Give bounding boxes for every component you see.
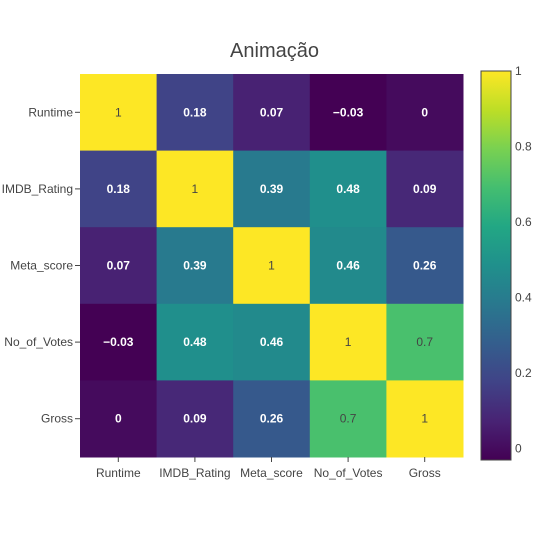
- chart-title: Animação: [230, 40, 319, 62]
- x-tick-label: No_of_Votes: [314, 466, 383, 480]
- cell-value-label: 1: [115, 105, 122, 119]
- cell-value-label: 0: [421, 105, 428, 119]
- heatmap-cell: [309, 74, 387, 152]
- cell-value-label: 0.39: [260, 182, 284, 196]
- cell-value-label: 0.7: [340, 412, 357, 426]
- heatmap-cell: [386, 74, 464, 152]
- y-tick-label: Runtime: [28, 105, 73, 119]
- heatmap-cell: [233, 303, 311, 381]
- heatmap-cell: [386, 303, 464, 381]
- heatmap-cell: [80, 227, 158, 305]
- y-tick-label: IMDB_Rating: [2, 182, 73, 196]
- heatmap-cell: [309, 303, 387, 381]
- colorbar-tick-label: 0.4: [515, 291, 532, 305]
- heatmap-cell: [233, 380, 311, 458]
- heatmap-cell: [233, 150, 311, 228]
- cell-value-label: 0.18: [107, 182, 131, 196]
- colorbar-tick-label: 1: [515, 64, 522, 78]
- x-tick-label: Gross: [409, 466, 441, 480]
- cell-value-label: 0: [115, 412, 122, 426]
- heatmap-cells: 1 0.18 0.07 −0.03 0 0.18 1 0.39 0.48 0.09 0.07 0.39…: [80, 74, 464, 458]
- heatmap-cell: [80, 150, 158, 228]
- heatmap-cell: [80, 303, 158, 381]
- cell-value-label: 0.46: [336, 259, 360, 273]
- cell-value-label: 0.09: [183, 412, 207, 426]
- x-tick-label: Meta_score: [240, 466, 303, 480]
- heatmap-cell: [386, 380, 464, 458]
- heatmap-cell: [386, 150, 464, 228]
- colorbar: 0 0.2 0.4 0.6 0.8 1: [480, 64, 532, 461]
- y-tick-label: Meta_score: [10, 259, 73, 273]
- cell-value-label: 0.48: [183, 335, 207, 349]
- cell-value-label: 0.09: [413, 182, 437, 196]
- cell-value-label: 0.46: [260, 335, 284, 349]
- x-tick-label: IMDB_Rating: [159, 466, 230, 480]
- y-tick-label: Gross: [41, 412, 73, 426]
- colorbar-tick-label: 0.8: [515, 140, 532, 154]
- cell-value-label: 0.48: [336, 182, 360, 196]
- cell-value-label: 0.07: [260, 105, 284, 119]
- heatmap-cell: [233, 227, 311, 305]
- heatmap-cell: [80, 380, 158, 458]
- colorbar-tick-label: 0.6: [515, 215, 532, 229]
- cell-value-label: 1: [192, 182, 199, 196]
- heatmap-cell: [156, 380, 234, 458]
- cell-value-label: 0.7: [416, 335, 433, 349]
- heatmap-cell: [309, 227, 387, 305]
- y-tick-label: No_of_Votes: [4, 335, 73, 349]
- colorbar-gradient: [480, 70, 512, 461]
- heatmap-cell: [386, 227, 464, 305]
- colorbar-tick-label: 0: [515, 442, 522, 456]
- heatmap-cell: [309, 380, 387, 458]
- cell-value-label: 0.07: [107, 259, 131, 273]
- x-tick-label: Runtime: [96, 466, 141, 480]
- heatmap-cell: [156, 74, 234, 152]
- heatmap-cell: [156, 303, 234, 381]
- heatmap-cell: [156, 227, 234, 305]
- cell-value-label: 0.26: [260, 412, 284, 426]
- cell-value-label: 1: [421, 412, 428, 426]
- colorbar-tick-label: 0.2: [515, 366, 532, 380]
- x-axis: Runtime IMDB_Rating Meta_score No_of_Votes G…: [96, 457, 441, 480]
- y-axis: Runtime IMDB_Rating Meta_score No_of_Votes G…: [2, 105, 80, 426]
- cell-value-label: 1: [268, 259, 275, 273]
- cell-value-label: −0.03: [333, 105, 364, 119]
- heatmap-cell: [309, 150, 387, 228]
- heatmap-cell: [156, 150, 234, 228]
- cell-value-label: 0.18: [183, 105, 207, 119]
- heatmap-cell: [233, 74, 311, 152]
- cell-value-label: 1: [345, 335, 352, 349]
- heatmap-cell: [80, 74, 158, 152]
- cell-value-label: 0.26: [413, 259, 437, 273]
- cell-value-label: −0.03: [103, 335, 134, 349]
- cell-value-label: 0.39: [183, 259, 207, 273]
